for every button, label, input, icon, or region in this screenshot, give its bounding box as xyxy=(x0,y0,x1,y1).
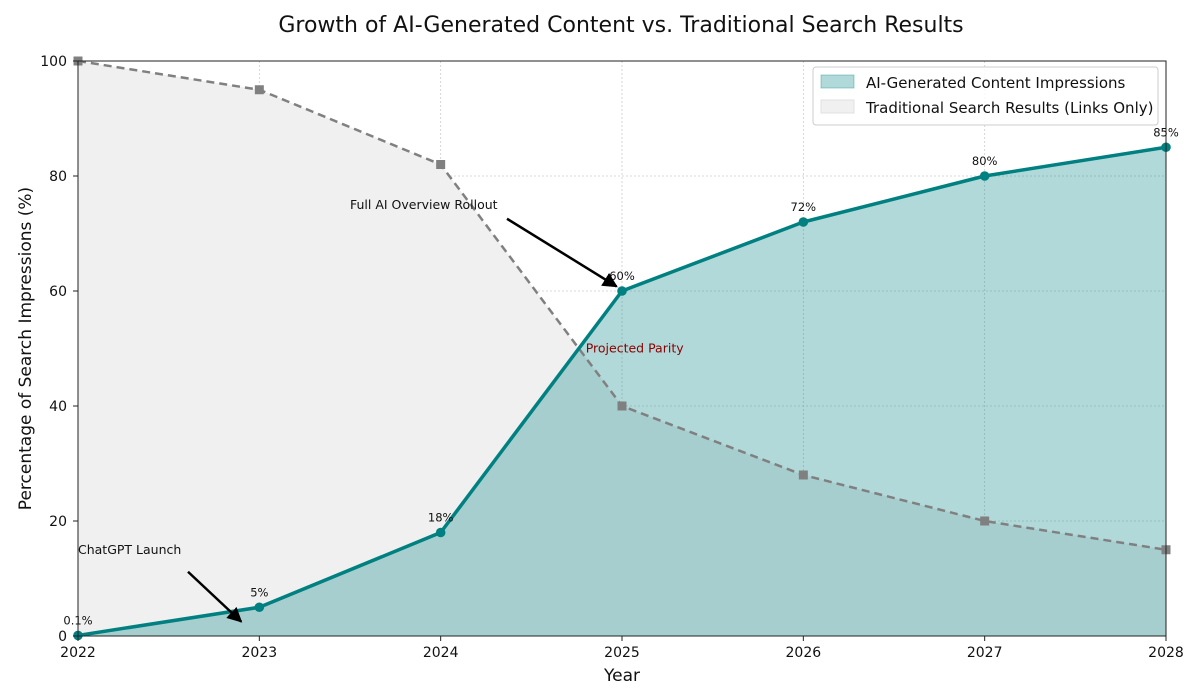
annotation-text: Projected Parity xyxy=(586,341,685,356)
traditional-area xyxy=(78,61,1166,636)
x-axis-label: Year xyxy=(603,666,640,686)
ai-content-point xyxy=(798,217,809,227)
traditional-point xyxy=(617,401,627,411)
legend-label-ai: AI-Generated Content Impressions xyxy=(866,74,1126,92)
y-tick-label: 20 xyxy=(49,514,67,530)
traditional-point xyxy=(798,470,808,480)
y-axis-ticks: 0 20 40 60 80 100 xyxy=(40,54,78,645)
y-tick-label: 0 xyxy=(58,629,67,645)
x-tick-label: 2022 xyxy=(60,645,96,661)
legend-swatch-traditional xyxy=(820,99,855,114)
traditional-point xyxy=(436,160,446,169)
traditional-point xyxy=(980,516,990,526)
chart-title: Growth of AI-Generated Content vs. Tradi… xyxy=(278,13,963,38)
ai-content-point xyxy=(979,171,990,181)
data-label: 60% xyxy=(609,269,635,283)
y-axis-label: Percentage of Search Impressions (%) xyxy=(16,187,36,510)
x-tick-label: 2027 xyxy=(967,645,1003,661)
x-tick-label: 2026 xyxy=(786,645,822,661)
x-tick-label: 2025 xyxy=(604,645,640,661)
data-label: 80% xyxy=(972,154,998,168)
legend-box xyxy=(812,66,1159,126)
y-tick-label: 60 xyxy=(49,284,67,300)
x-tick-label: 2024 xyxy=(423,645,459,661)
x-tick-label: 2023 xyxy=(242,645,278,661)
annotation-arrow xyxy=(506,217,618,288)
annotation-arrow xyxy=(187,570,243,623)
ai-content-point xyxy=(617,286,627,296)
series-areas xyxy=(78,61,1166,636)
ai-content-point xyxy=(435,527,446,538)
y-tick-label: 100 xyxy=(40,54,67,70)
y-tick-label: 80 xyxy=(49,169,67,185)
legend: AI-Generated Content Impressions Traditio… xyxy=(812,66,1159,126)
x-axis-ticks: 2022 2023 2024 2025 2026 2027 2028 xyxy=(60,636,1184,661)
ai-content-point xyxy=(254,602,265,613)
legend-swatch-ai xyxy=(820,74,855,89)
annotation-text: ChatGPT Launch xyxy=(78,542,181,557)
annotations: ChatGPT Launch Full AI Overview Rollout Pr… xyxy=(78,197,685,623)
y-tick-label: 40 xyxy=(49,399,67,415)
legend-label-traditional: Traditional Search Results (Links Only) xyxy=(865,99,1153,117)
x-tick-label: 2028 xyxy=(1148,645,1184,661)
data-label: 18% xyxy=(428,511,454,525)
ai-content-area xyxy=(78,147,1166,636)
traditional-point xyxy=(254,85,264,95)
data-label: 5% xyxy=(250,585,268,599)
annotation-text: Full AI Overview Rollout xyxy=(350,197,498,212)
data-label: 72% xyxy=(791,200,817,214)
